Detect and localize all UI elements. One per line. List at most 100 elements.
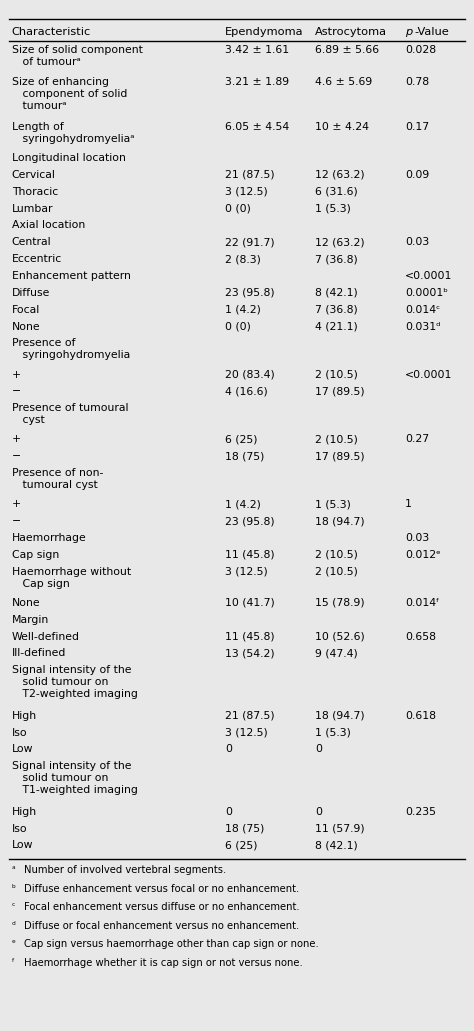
Text: 4 (21.1): 4 (21.1) [315, 322, 358, 332]
Text: Thoracic: Thoracic [12, 187, 58, 197]
Text: ᶠ: ᶠ [12, 958, 15, 967]
Text: 6.05 ± 4.54: 6.05 ± 4.54 [225, 122, 290, 132]
Text: 0.618: 0.618 [405, 710, 436, 721]
Text: 6 (31.6): 6 (31.6) [315, 187, 358, 197]
Text: 0: 0 [225, 744, 232, 755]
Text: Diffuse enhancement versus focal or no enhancement.: Diffuse enhancement versus focal or no e… [24, 884, 299, 894]
Text: Astrocytoma: Astrocytoma [315, 27, 387, 37]
Text: 18 (94.7): 18 (94.7) [315, 517, 365, 526]
Text: 0.27: 0.27 [405, 434, 429, 444]
Text: Characteristic: Characteristic [12, 27, 91, 37]
Text: 1 (4.2): 1 (4.2) [225, 499, 261, 509]
Text: Axial location: Axial location [12, 221, 85, 231]
Text: 18 (75): 18 (75) [225, 824, 264, 833]
Text: 0.028: 0.028 [405, 45, 437, 56]
Text: 2 (10.5): 2 (10.5) [315, 369, 358, 379]
Text: Presence of non-
   tumoural cyst: Presence of non- tumoural cyst [12, 468, 103, 490]
Text: 12 (63.2): 12 (63.2) [315, 237, 365, 247]
Text: Haemorrhage whether it is cap sign or not versus none.: Haemorrhage whether it is cap sign or no… [24, 958, 302, 968]
Text: 9 (47.4): 9 (47.4) [315, 648, 358, 659]
Text: ᵉ: ᵉ [12, 939, 16, 949]
Text: 2 (10.5): 2 (10.5) [315, 567, 358, 576]
Text: 0: 0 [225, 806, 232, 817]
Text: Presence of tumoural
   cyst: Presence of tumoural cyst [12, 403, 128, 426]
Text: 21 (87.5): 21 (87.5) [225, 710, 275, 721]
Text: 17 (89.5): 17 (89.5) [315, 387, 365, 397]
Text: 6 (25): 6 (25) [225, 840, 258, 851]
Text: ᵃ: ᵃ [12, 865, 16, 874]
Text: 8 (42.1): 8 (42.1) [315, 288, 358, 298]
Text: 20 (83.4): 20 (83.4) [225, 369, 275, 379]
Text: Enhancement pattern: Enhancement pattern [12, 271, 131, 281]
Text: ᵇ: ᵇ [12, 884, 16, 893]
Text: 2 (10.5): 2 (10.5) [315, 434, 358, 444]
Text: 0.78: 0.78 [405, 76, 429, 87]
Text: +: + [12, 499, 21, 509]
Text: Cervical: Cervical [12, 170, 56, 179]
Text: Margin: Margin [12, 614, 49, 625]
Text: High: High [12, 710, 37, 721]
Text: 7 (36.8): 7 (36.8) [315, 255, 358, 264]
Text: 12 (63.2): 12 (63.2) [315, 170, 365, 179]
Text: 1 (4.2): 1 (4.2) [225, 305, 261, 314]
Text: Ependymoma: Ependymoma [225, 27, 304, 37]
Text: Iso: Iso [12, 824, 27, 833]
Text: ᵈ: ᵈ [12, 921, 16, 930]
Text: 1 (5.3): 1 (5.3) [315, 728, 351, 737]
Text: Low: Low [12, 744, 33, 755]
Text: 10 (52.6): 10 (52.6) [315, 632, 365, 641]
Text: 0 (0): 0 (0) [225, 204, 251, 213]
Text: 0.0001ᵇ: 0.0001ᵇ [405, 288, 448, 298]
Text: Diffuse: Diffuse [12, 288, 50, 298]
Text: 10 ± 4.24: 10 ± 4.24 [315, 122, 369, 132]
Text: 4 (16.6): 4 (16.6) [225, 387, 268, 397]
Text: 23 (95.8): 23 (95.8) [225, 288, 275, 298]
Text: Length of
   syringohydromyeliaᵃ: Length of syringohydromyeliaᵃ [12, 122, 134, 144]
Text: 2 (10.5): 2 (10.5) [315, 550, 358, 560]
Text: 0.17: 0.17 [405, 122, 429, 132]
Text: Lumbar: Lumbar [12, 204, 54, 213]
Text: 18 (94.7): 18 (94.7) [315, 710, 365, 721]
Text: 8 (42.1): 8 (42.1) [315, 840, 358, 851]
Text: 3 (12.5): 3 (12.5) [225, 187, 268, 197]
Text: Cap sign: Cap sign [12, 550, 59, 560]
Text: 21 (87.5): 21 (87.5) [225, 170, 275, 179]
Text: −: − [12, 452, 21, 461]
Text: <0.0001: <0.0001 [405, 271, 453, 281]
Text: Low: Low [12, 840, 33, 851]
Text: 0.031ᵈ: 0.031ᵈ [405, 322, 441, 332]
Text: 0.012ᵉ: 0.012ᵉ [405, 550, 441, 560]
Text: Well-defined: Well-defined [12, 632, 80, 641]
Text: 3 (12.5): 3 (12.5) [225, 728, 268, 737]
Text: Signal intensity of the
   solid tumour on
   T2-weighted imaging: Signal intensity of the solid tumour on … [12, 665, 138, 699]
Text: Ill-defined: Ill-defined [12, 648, 66, 659]
Text: Size of solid component
   of tumourᵃ: Size of solid component of tumourᵃ [12, 45, 143, 67]
Text: 3.21 ± 1.89: 3.21 ± 1.89 [225, 76, 289, 87]
Text: 15 (78.9): 15 (78.9) [315, 598, 365, 608]
Text: −: − [12, 517, 21, 526]
Text: 4.6 ± 5.69: 4.6 ± 5.69 [315, 76, 373, 87]
Text: <0.0001: <0.0001 [405, 369, 453, 379]
Text: Number of involved vertebral segments.: Number of involved vertebral segments. [24, 865, 226, 875]
Text: -Value: -Value [415, 27, 449, 37]
Text: 0: 0 [315, 744, 322, 755]
Text: Focal enhancement versus diffuse or no enhancement.: Focal enhancement versus diffuse or no e… [24, 902, 299, 912]
Text: 2 (8.3): 2 (8.3) [225, 255, 261, 264]
Text: Central: Central [12, 237, 52, 247]
Text: 11 (45.8): 11 (45.8) [225, 550, 275, 560]
Text: Signal intensity of the
   solid tumour on
   T1-weighted imaging: Signal intensity of the solid tumour on … [12, 761, 138, 795]
Text: 0.235: 0.235 [405, 806, 436, 817]
Text: High: High [12, 806, 37, 817]
Text: Longitudinal location: Longitudinal location [12, 153, 126, 163]
Text: 0.03: 0.03 [405, 533, 429, 543]
Text: 11 (57.9): 11 (57.9) [315, 824, 365, 833]
Text: Focal: Focal [12, 305, 40, 314]
Text: Iso: Iso [12, 728, 27, 737]
Text: 6 (25): 6 (25) [225, 434, 258, 444]
Text: None: None [12, 598, 40, 608]
Text: Diffuse or focal enhancement versus no enhancement.: Diffuse or focal enhancement versus no e… [24, 921, 299, 931]
Text: 13 (54.2): 13 (54.2) [225, 648, 275, 659]
Text: 0: 0 [315, 806, 322, 817]
Text: 1: 1 [405, 499, 412, 509]
Text: None: None [12, 322, 40, 332]
